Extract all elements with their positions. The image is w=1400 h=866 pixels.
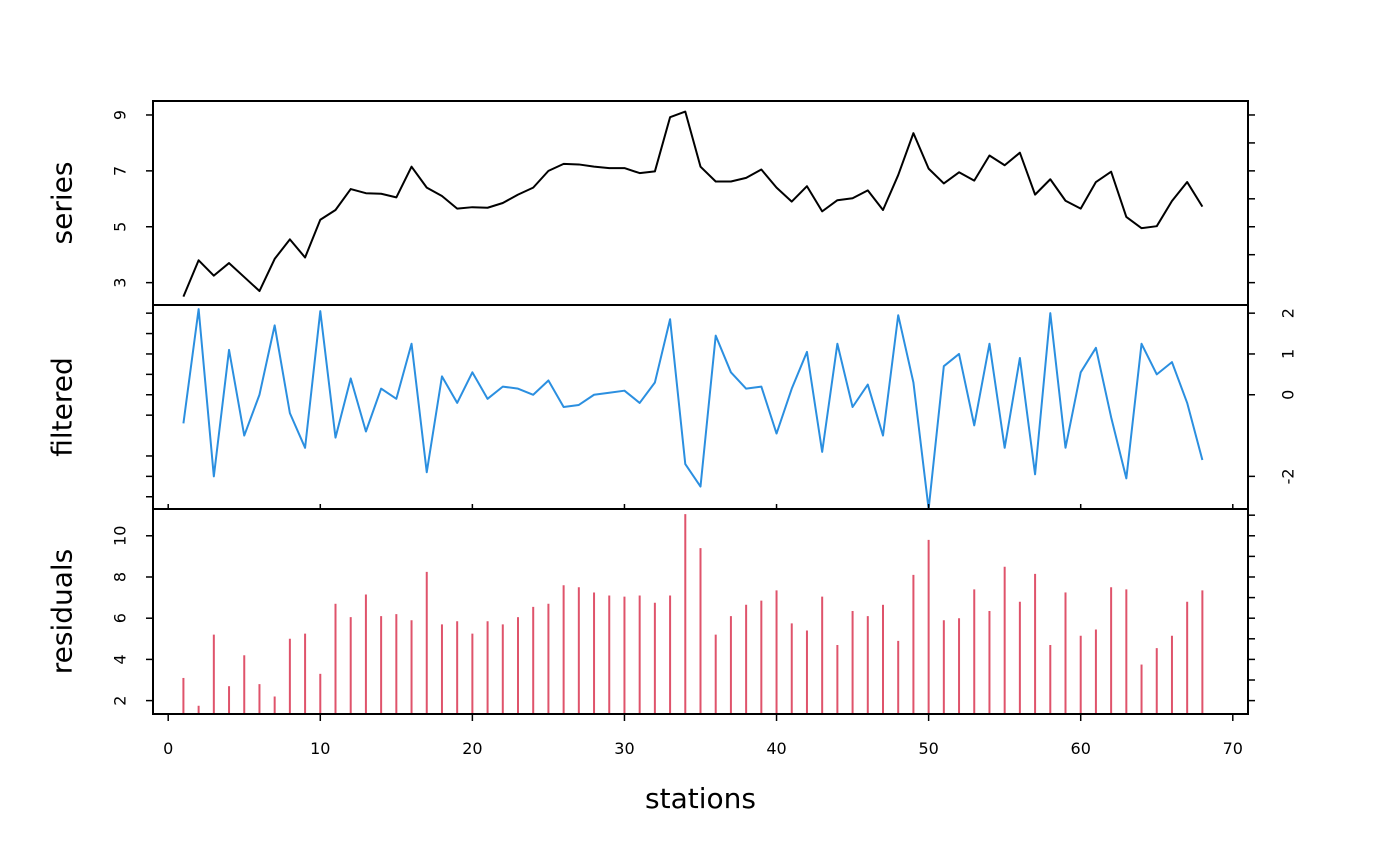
panel-series: 3 5 7 9 series [46, 100, 1255, 306]
y-tick-label: 3 [111, 278, 130, 288]
x-tick-label: 20 [462, 739, 482, 758]
x-tick-label: 70 [1223, 739, 1243, 758]
x-tick-label: 30 [614, 739, 634, 758]
panels: 3 5 7 9 series -2 0 1 2 filtered 2 4 6 8 10 residuals [46, 100, 1298, 715]
x-tick-label: 10 [310, 739, 330, 758]
x-axis: 0 10 20 30 40 50 60 70 [163, 504, 1243, 758]
y-tick-label: 10 [111, 526, 130, 546]
y-tick-label: 9 [111, 110, 130, 120]
y-tick-label: 0 [1279, 390, 1298, 400]
y-tick-label: 2 [111, 696, 130, 706]
y-tick-label: 2 [1279, 308, 1298, 318]
x-tick-label: 0 [163, 739, 173, 758]
panel-ylabel-residuals: residuals [46, 549, 79, 675]
panel-filtered: -2 0 1 2 filtered [46, 304, 1298, 510]
x-tick-label: 40 [766, 739, 786, 758]
series-line-series [182, 110, 1204, 298]
y-tick-label: 7 [111, 166, 130, 176]
series-line-filtered [182, 308, 1204, 510]
panel-ylabel-series: series [46, 162, 79, 245]
x-tick-label: 60 [1071, 739, 1091, 758]
y-tick-label: 4 [111, 654, 130, 664]
y-tick-label: 6 [111, 613, 130, 623]
y-tick-label: -2 [1279, 468, 1298, 484]
x-axis-title: stations [645, 782, 756, 815]
y-tick-label: 8 [111, 572, 130, 582]
y-tick-label: 1 [1279, 349, 1298, 359]
panel-ylabel-filtered: filtered [46, 357, 79, 457]
panel-residuals: 2 4 6 8 10 residuals [46, 508, 1255, 715]
y-tick-label: 5 [111, 222, 130, 232]
x-tick-label: 50 [918, 739, 938, 758]
